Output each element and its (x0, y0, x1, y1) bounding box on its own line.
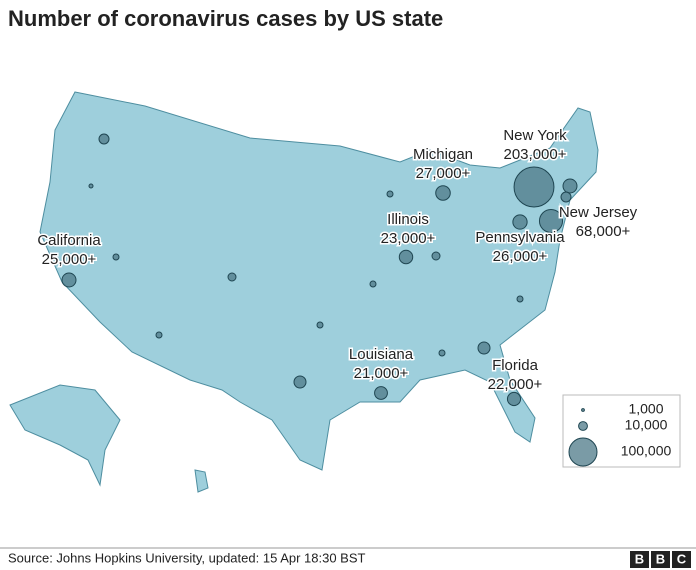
legend-label: 1,000 (628, 401, 663, 417)
state-name: Michigan (413, 146, 473, 163)
case-bubble (61, 272, 77, 288)
dot (438, 349, 446, 357)
dot (431, 251, 441, 261)
logo-letter: B (656, 551, 665, 566)
logo-block (630, 551, 649, 568)
dot (98, 133, 110, 145)
case-bubble (374, 386, 388, 400)
state-name: Louisiana (349, 346, 414, 363)
case-bubble (398, 249, 414, 265)
dot (112, 253, 120, 261)
hawaii (194, 469, 209, 493)
case-bubble (512, 214, 528, 230)
legend-bubble (568, 437, 598, 467)
case-label: 203,000+ (504, 146, 567, 163)
us-map (9, 91, 599, 493)
dot (386, 190, 394, 198)
dot (562, 178, 578, 194)
dot (227, 272, 237, 282)
dot (316, 321, 324, 329)
state-name: Illinois (387, 211, 429, 228)
state-name: New Jersey (559, 204, 638, 221)
state-name: New York (503, 127, 567, 144)
minor-dots (88, 133, 578, 389)
case-bubble (435, 185, 451, 201)
legend-bubble (581, 408, 585, 412)
case-label: 68,000+ (576, 223, 631, 240)
logo-letter: C (677, 551, 687, 566)
case-label: 27,000+ (416, 165, 471, 182)
legend-bubble (578, 421, 588, 431)
logo-block (672, 551, 691, 568)
dot (88, 183, 94, 189)
dot (293, 375, 307, 389)
dot (516, 295, 524, 303)
logo-letter: B (635, 551, 644, 566)
state-name: Pennsylvania (475, 229, 565, 246)
legend-label: 10,000 (625, 417, 668, 433)
case-label: 25,000+ (42, 251, 97, 268)
logo (630, 551, 691, 568)
title: Number of coronavirus cases by US state (8, 6, 443, 31)
dot (369, 280, 377, 288)
source: Source: Johns Hopkins University, update… (8, 550, 366, 565)
case-label: 23,000+ (381, 230, 436, 247)
dot (477, 341, 491, 355)
case-bubble (513, 166, 555, 208)
case-bubble (538, 208, 564, 234)
dot (560, 191, 572, 203)
state-name: California (37, 232, 101, 249)
case-bubble (506, 391, 522, 407)
legend-label: 100,000 (621, 443, 672, 459)
logo-block (651, 551, 670, 568)
case-label: 26,000+ (493, 248, 548, 265)
state-name: Florida (492, 357, 539, 374)
case-label: 21,000+ (354, 365, 409, 382)
case-label: 22,000+ (488, 376, 543, 393)
dot (155, 331, 163, 339)
contiguous-us (39, 91, 599, 471)
alaska (9, 384, 121, 487)
